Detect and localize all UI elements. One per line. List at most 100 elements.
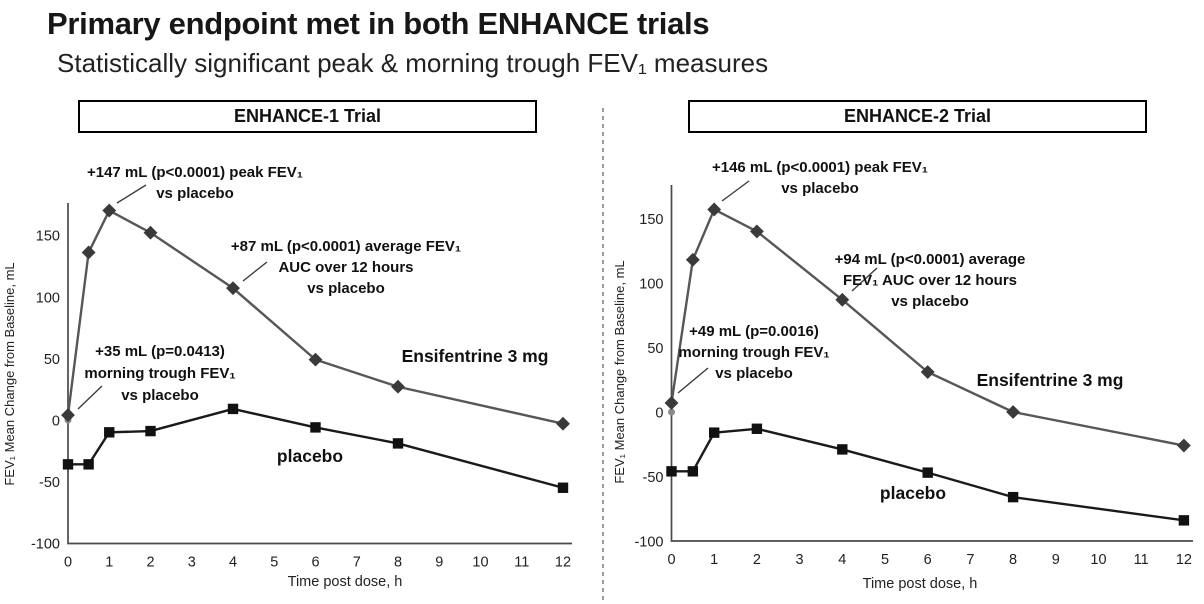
y-tick-label: -100 [634,535,663,551]
annotation-text: +87 mL (p<0.0001) average FEV₁ [231,238,461,255]
annotation-text: vs placebo [891,293,969,310]
data-point-diamond [1176,438,1191,453]
x-tick-label: 1 [105,555,113,571]
x-tick-label: 0 [667,552,675,568]
data-point-diamond [61,408,75,423]
x-tick-label: 7 [353,555,361,571]
annotation-text: vs placebo [781,180,859,197]
data-point-square [557,482,569,493]
data-point-diamond [707,202,722,217]
data-point-diamond [685,252,700,267]
data-point-diamond [81,245,96,260]
x-tick-label: 2 [146,555,154,571]
series-label-ensifentrine: Ensifentrine 3 mg [977,370,1124,390]
data-point-diamond [391,379,405,394]
data-point-diamond [308,352,323,367]
x-tick-label: 6 [311,555,319,571]
x-tick-label: 3 [188,555,196,571]
enhance1-header-label: ENHANCE-1 Trial [233,106,382,126]
x-axis-title: Time post dose, h [288,574,403,590]
enhance1-header-box: ENHANCE-1 Trial [78,100,537,133]
annotation-text: morning trough FEV₁ [678,344,829,361]
annotation-callout-line [242,261,268,282]
data-point-square [751,423,763,434]
data-point-diamond [102,203,117,218]
annotation-callout-line [116,184,147,204]
x-tick-label: 9 [1052,552,1060,568]
data-point-square [666,466,677,477]
x-tick-label: 4 [229,555,237,571]
x-axis-title: Time post dose, h [863,576,978,592]
annotation-text: morning trough FEV₁ [84,365,235,382]
x-tick-label: 5 [270,555,278,571]
x-tick-label: 10 [1090,552,1106,568]
enhance2-header-label: ENHANCE-2 Trial [843,106,992,126]
annotation-text: vs placebo [156,185,234,202]
annotation-text: +94 mL (p<0.0001) average [835,251,1026,268]
annotation-callout-line [851,267,878,292]
annotation-callout-line [721,180,750,202]
x-tick-label: 4 [838,552,846,568]
y-tick-label: -50 [39,475,60,491]
y-tick-label: 100 [639,277,663,293]
annotation-text: FEV₁ AUC over 12 hours [843,272,1017,289]
data-point-square [1007,491,1019,503]
x-tick-label: 9 [435,555,443,571]
data-point-square [837,444,848,455]
annotation-text: +35 mL (p=0.0413) [95,343,225,360]
data-point-square [922,467,933,478]
x-tick-label: 0 [64,555,72,571]
data-point-diamond [835,292,850,307]
data-point-diamond [749,224,764,239]
annotation-text: vs placebo [121,387,199,404]
y-tick-label: -100 [31,537,60,553]
y-tick-label: 0 [655,406,663,422]
data-point-square [227,403,239,415]
chart-axes [670,185,1193,542]
data-point-diamond [664,396,679,410]
y-axis-title: FEV₁ Mean Change from Baseline, mL [612,260,627,483]
data-point-square [687,466,699,477]
series-line-placebo [671,427,1185,522]
data-point-square [104,427,115,438]
y-tick-label: 0 [52,414,60,430]
data-point-diamond [1006,405,1021,419]
x-tick-label: 11 [1134,552,1149,568]
data-point-square [392,438,404,449]
series-line-placebo [68,407,564,489]
x-tick-label: 1 [710,552,718,568]
series-label-placebo: placebo [880,483,946,503]
y-tick-label: 50 [647,341,663,357]
annotation-text: +49 mL (p=0.0016) [689,323,819,340]
data-point-square [1178,515,1190,526]
data-point-square [709,427,720,438]
series-label-ensifentrine: Ensifentrine 3 mg [402,346,549,366]
series-label-placebo: placebo [277,446,343,466]
x-tick-label: 8 [1009,552,1017,568]
x-tick-label: 7 [966,552,974,568]
origin-dot [668,408,675,416]
y-axis-title: FEV₁ Mean Change from Baseline, mL [2,262,17,485]
series-line-ensifentrine [66,209,564,425]
chart-axes [67,203,572,545]
y-tick-label: 100 [36,290,60,306]
data-point-square [310,422,321,433]
y-tick-label: 150 [36,229,60,245]
data-point-square [62,459,74,470]
annotation-text: vs placebo [307,280,385,297]
page-title: Primary endpoint met in both ENHANCE tri… [47,6,710,41]
annotation-text: +146 mL (p<0.0001) peak FEV₁ [712,159,928,176]
annotation-callout-line [77,385,103,410]
annotation-callout-line [677,367,709,394]
y-tick-label: 150 [639,212,663,228]
data-point-diamond [143,225,158,240]
x-tick-label: 5 [881,552,889,568]
data-point-diamond [556,416,570,431]
enhance2-header-box: ENHANCE-2 Trial [688,100,1147,133]
x-tick-label: 11 [514,555,529,571]
annotation-text: vs placebo [715,365,793,382]
y-tick-label: -50 [643,470,664,486]
y-tick-label: 50 [44,352,60,368]
